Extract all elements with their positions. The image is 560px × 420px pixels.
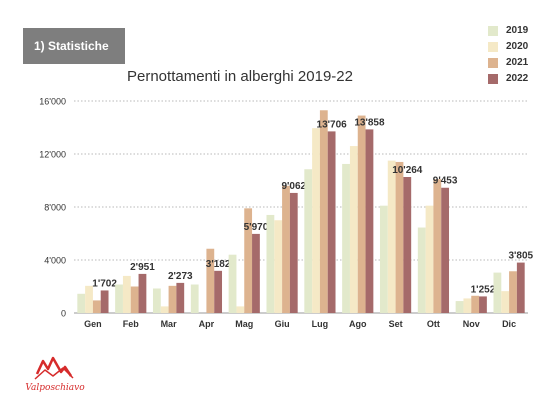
bar-2022-Nov xyxy=(479,296,487,313)
bar-2021-Mag xyxy=(244,208,253,313)
bar-2020-Feb xyxy=(122,275,131,313)
x-tick-label: Mar xyxy=(161,319,178,329)
bar-2019-Mag xyxy=(228,254,237,313)
x-tick-label: Feb xyxy=(123,319,140,329)
bar-2020-Set xyxy=(387,160,396,313)
x-tick-label: Ott xyxy=(427,319,440,329)
bar-2020-Gen xyxy=(85,285,93,313)
y-tick-label: 16'000 xyxy=(39,97,66,107)
bar-2019-Gen xyxy=(77,293,86,313)
bar-2020-Mar xyxy=(160,306,169,313)
bar-2022-Ago xyxy=(365,129,374,313)
chart-legend: 2019 2020 2021 2022 xyxy=(488,23,528,87)
legend-item-2021: 2021 xyxy=(488,55,528,70)
legend-swatch xyxy=(488,57,498,68)
data-label: 10'264 xyxy=(392,165,423,176)
bar-2021-Ott xyxy=(433,179,442,313)
bar-2020-Giu xyxy=(274,220,283,313)
legend-swatch xyxy=(488,73,498,84)
bar-2021-Apr xyxy=(206,248,215,313)
section-label: 1) Statistiche xyxy=(34,39,109,53)
x-tick-label: Nov xyxy=(463,319,480,329)
bar-2022-Set xyxy=(403,177,412,313)
bar-2020-Dic xyxy=(501,291,510,313)
bar-2022-Apr xyxy=(214,270,223,313)
bar-2022-Mar xyxy=(176,282,185,313)
legend-label: 2021 xyxy=(506,57,529,68)
bar-2019-Dic xyxy=(493,272,502,313)
bar-2021-Ago xyxy=(357,115,366,313)
bar-2022-Gen xyxy=(100,290,109,313)
legend-label: 2020 xyxy=(506,41,529,52)
legend-item-2020: 2020 xyxy=(488,39,528,54)
data-label: 9'453 xyxy=(433,176,458,187)
data-label: 3'805 xyxy=(508,251,533,262)
bar-2021-Mar xyxy=(168,285,177,313)
y-tick-label: 4'000 xyxy=(44,256,66,266)
x-tick-label: Mag xyxy=(235,319,253,329)
x-tick-label: Giu xyxy=(275,319,290,329)
bar-2019-Ago xyxy=(342,163,350,313)
bar-2019-Ott xyxy=(417,227,426,313)
x-tick-label: Apr xyxy=(199,319,215,329)
bar-2020-Lug xyxy=(312,128,320,313)
legend-label: 2022 xyxy=(506,73,529,84)
chart-title: Pernottamenti in alberghi 2019-22 xyxy=(127,68,353,85)
bar-2022-Giu xyxy=(289,192,298,313)
data-label: 1'702 xyxy=(92,278,117,289)
legend-item-2022: 2022 xyxy=(488,71,528,86)
bar-2021-Dic xyxy=(509,271,517,313)
bar-2021-Lug xyxy=(319,110,328,314)
x-tick-label: Ago xyxy=(349,319,367,329)
bar-2020-Ott xyxy=(425,205,434,313)
legend-item-2019: 2019 xyxy=(488,23,528,38)
bar-2020-Ago xyxy=(349,146,358,313)
y-tick-label: 0 xyxy=(61,309,66,319)
data-label: 13'858 xyxy=(354,117,385,128)
x-tick-label: Dic xyxy=(502,319,516,329)
bar-2019-Feb xyxy=(115,284,123,313)
y-tick-label: 8'000 xyxy=(44,203,66,213)
data-label: 3'182 xyxy=(206,259,231,270)
bar-2022-Dic xyxy=(516,262,525,313)
bar-2022-Lug xyxy=(327,131,336,313)
bar-2021-Set xyxy=(395,161,404,313)
data-label: 1'252 xyxy=(471,284,496,295)
bar-2019-Set xyxy=(379,205,388,313)
bar-2019-Mar xyxy=(152,288,161,313)
data-label: 2'273 xyxy=(168,271,193,282)
bar-2022-Mag xyxy=(252,233,260,313)
bar-2022-Ott xyxy=(441,187,450,313)
bar-2021-Feb xyxy=(130,286,139,313)
y-tick-label: 12'000 xyxy=(39,150,66,160)
legend-swatch xyxy=(488,25,498,36)
legend-swatch xyxy=(488,41,498,52)
logo-text: Valposchiavo xyxy=(25,383,85,393)
logo-mountain-mark-2 xyxy=(34,367,74,380)
bar-2020-Mag xyxy=(236,306,245,313)
data-label: 2'951 xyxy=(130,262,155,273)
bar-2019-Giu xyxy=(266,214,275,313)
data-label: 13'706 xyxy=(317,119,348,130)
x-tick-label: Set xyxy=(389,319,403,329)
bar-2021-Nov xyxy=(471,295,480,313)
x-tick-label: Lug xyxy=(312,319,329,329)
section-tab: 1) Statistiche xyxy=(23,28,125,64)
data-label: 9'062 xyxy=(281,181,306,192)
logo-mountain-mark xyxy=(35,356,73,377)
bar-2021-Giu xyxy=(282,185,290,313)
bar-2019-Apr xyxy=(190,284,199,313)
bar-2019-Nov xyxy=(455,301,464,313)
legend-label: 2019 xyxy=(506,25,529,36)
data-label: 5'970 xyxy=(244,222,269,233)
bar-2021-Gen xyxy=(92,300,101,313)
valposchiavo-logo: Valposchiavo xyxy=(25,356,85,393)
x-tick-label: Gen xyxy=(84,319,102,329)
bar-2022-Feb xyxy=(138,273,147,313)
bar-2019-Lug xyxy=(304,169,313,313)
bar-2020-Nov xyxy=(463,298,472,313)
